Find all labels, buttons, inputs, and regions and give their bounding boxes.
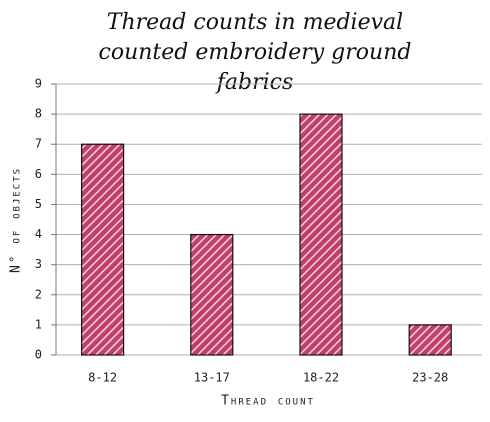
y-tick-label: 2 (35, 287, 42, 301)
y-tick-label: 7 (35, 137, 42, 151)
y-tick-label: 5 (35, 197, 42, 211)
y-axis-title: N° of objects (9, 167, 24, 273)
x-tick-label: 23-28 (412, 371, 448, 385)
x-tick-label: 18-22 (303, 371, 339, 385)
bar (299, 113, 343, 356)
x-tick-label: 8-12 (88, 371, 117, 385)
y-tick-label: 0 (35, 348, 42, 362)
y-tick-label: 1 (35, 317, 42, 331)
y-tick-label: 9 (35, 77, 42, 91)
x-tick-label: 13-17 (194, 371, 230, 385)
y-tick-label: 3 (35, 257, 42, 271)
bar (408, 324, 452, 356)
bar (80, 143, 125, 356)
y-tick-label: 4 (35, 227, 42, 241)
chart-title: Thread counts in medieval counted embroi… (98, 10, 412, 95)
y-tick-label: 6 (35, 167, 42, 181)
x-axis-title: Thread count (221, 394, 315, 409)
y-tick-label: 8 (35, 107, 42, 121)
bar (190, 233, 234, 356)
